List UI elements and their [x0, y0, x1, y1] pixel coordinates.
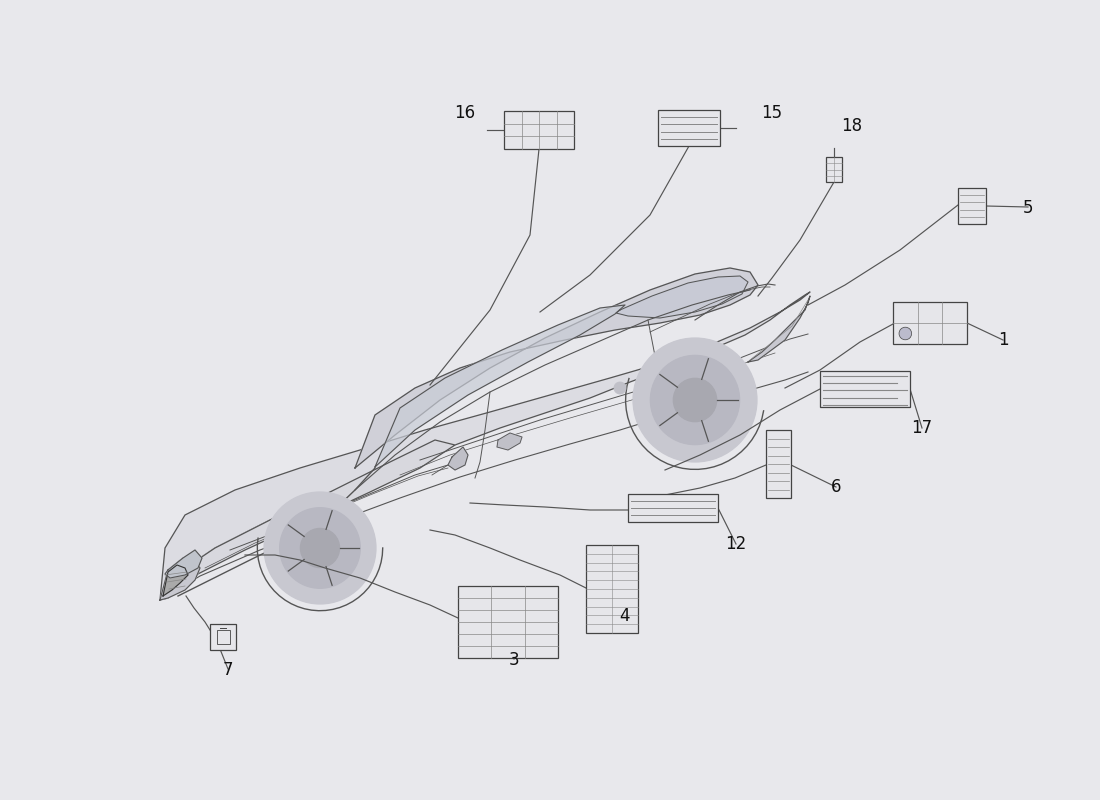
Circle shape — [279, 508, 361, 588]
Polygon shape — [160, 440, 455, 600]
Text: 18: 18 — [842, 117, 862, 135]
Bar — [826, 157, 842, 182]
Bar — [628, 494, 718, 522]
Circle shape — [899, 327, 912, 340]
Bar — [217, 630, 230, 644]
Circle shape — [673, 378, 717, 422]
Text: 1: 1 — [998, 331, 1009, 349]
Bar — [658, 110, 720, 146]
Circle shape — [650, 355, 739, 445]
Circle shape — [632, 338, 757, 462]
Bar — [893, 302, 967, 344]
Text: 7: 7 — [222, 661, 233, 679]
Text: 17: 17 — [912, 419, 933, 437]
Text: 6: 6 — [830, 478, 842, 496]
Polygon shape — [375, 305, 625, 467]
Text: 5: 5 — [1023, 199, 1033, 217]
Polygon shape — [160, 558, 200, 600]
Polygon shape — [448, 447, 468, 470]
Polygon shape — [616, 276, 748, 318]
Circle shape — [264, 492, 376, 604]
Bar — [766, 430, 791, 498]
Text: 12: 12 — [725, 535, 747, 553]
Text: 4: 4 — [618, 607, 629, 625]
Bar — [586, 545, 638, 633]
Bar — [820, 371, 910, 407]
Bar — [210, 624, 236, 650]
Circle shape — [614, 382, 626, 394]
Bar — [504, 111, 574, 149]
Text: 3: 3 — [508, 651, 519, 669]
Bar — [458, 586, 558, 658]
Polygon shape — [163, 565, 188, 596]
Polygon shape — [497, 433, 522, 450]
Bar — [958, 188, 986, 224]
Text: 16: 16 — [454, 104, 475, 122]
Polygon shape — [355, 268, 758, 468]
Text: 15: 15 — [761, 104, 782, 122]
Polygon shape — [748, 296, 810, 362]
Circle shape — [300, 528, 340, 568]
Polygon shape — [160, 292, 810, 600]
Polygon shape — [165, 550, 202, 578]
